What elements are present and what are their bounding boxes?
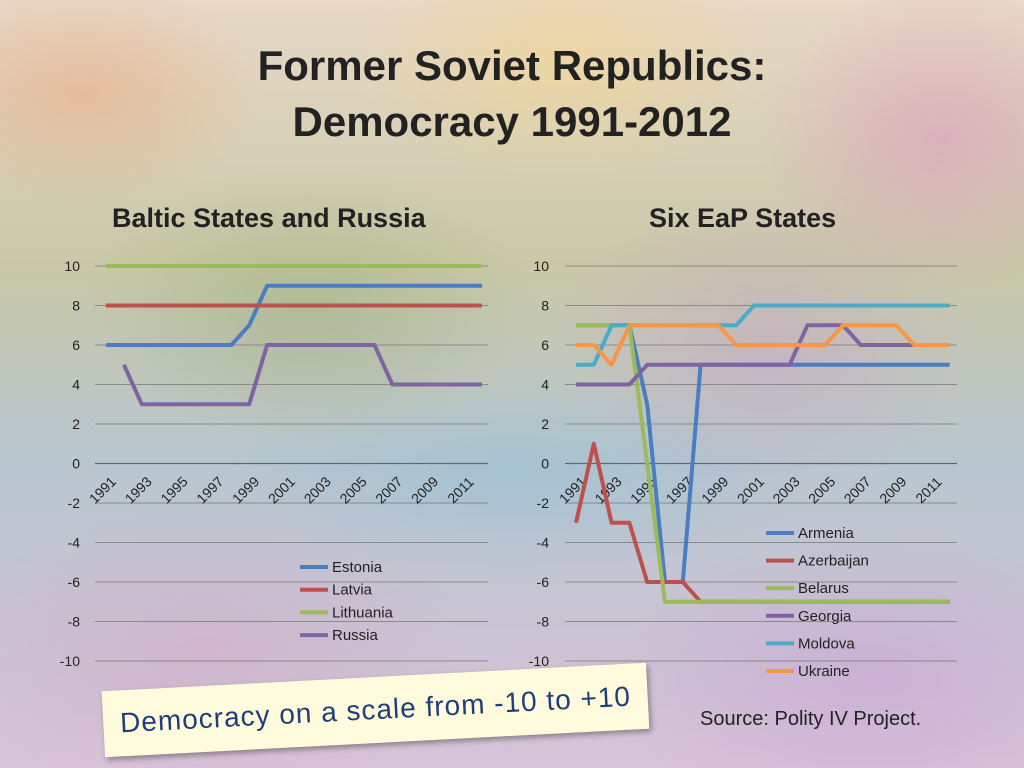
series-line-ukraine (576, 323, 950, 367)
y-tick-label: 8 (541, 298, 549, 314)
x-tick-label: 2005 (805, 473, 838, 506)
y-tick-label: -6 (68, 574, 81, 590)
title-line-1: Former Soviet Republics: (257, 42, 767, 89)
chart-1-title: Baltic States and Russia (112, 203, 426, 233)
legend-label: Latvia (332, 582, 373, 599)
y-tick-label: -6 (537, 574, 550, 590)
series-line-azerbaijan (574, 441, 950, 604)
series-line-belarus (576, 323, 950, 604)
legend-label: Moldova (798, 635, 855, 652)
y-tick-label: 10 (64, 258, 80, 274)
y-tick-label: 2 (72, 416, 80, 432)
y-tick-label: -2 (537, 495, 550, 511)
y-tick-label: -8 (537, 614, 550, 630)
y-tick-label: -10 (60, 653, 80, 669)
x-tick-label: 1999 (698, 473, 731, 506)
y-tick-label: 8 (72, 298, 80, 314)
y-tick-label: 2 (541, 416, 549, 432)
legend-label: Belarus (798, 580, 849, 597)
y-tick-label: -8 (68, 614, 81, 630)
x-tick-label: 2009 (876, 473, 909, 506)
y-tick-label: -4 (68, 535, 81, 551)
legend-label: Lithuania (332, 604, 394, 621)
legend-label: Ukraine (798, 663, 850, 680)
legend-label: Russia (332, 627, 379, 644)
legend-label: Armenia (798, 525, 855, 542)
x-tick-label: 2007 (841, 473, 874, 506)
source-text: Source: Polity IV Project. (700, 708, 922, 730)
y-tick-label: 0 (72, 456, 80, 472)
y-tick-label: 4 (541, 377, 549, 393)
y-tick-label: 6 (541, 337, 549, 353)
legend-label: Georgia (798, 608, 852, 625)
y-tick-label: 6 (72, 337, 80, 353)
y-tick-label: -2 (68, 495, 81, 511)
y-tick-label: 0 (541, 456, 549, 472)
y-tick-label: -10 (529, 653, 549, 669)
slide-title: Former Soviet Republics: Democracy 1991-… (0, 38, 1024, 150)
series-line-russia (122, 343, 482, 407)
x-tick-label: 2011 (912, 474, 945, 507)
chart-2-title: Six EaP States (649, 203, 837, 233)
title-line-2: Democracy 1991-2012 (292, 98, 732, 145)
y-tick-label: -4 (537, 535, 550, 551)
scale-note-text: Democracy on a scale from -10 to +10 (119, 680, 632, 739)
y-tick-label: 10 (533, 258, 549, 274)
y-tick-label: 4 (72, 377, 80, 393)
legend-label: Azerbaijan (798, 553, 869, 570)
x-tick-label: 2001 (734, 473, 767, 506)
series-line-estonia (106, 283, 482, 347)
legend-label: Estonia (332, 559, 383, 576)
x-tick-label: 2003 (769, 473, 802, 506)
series-line-georgia (576, 323, 950, 387)
